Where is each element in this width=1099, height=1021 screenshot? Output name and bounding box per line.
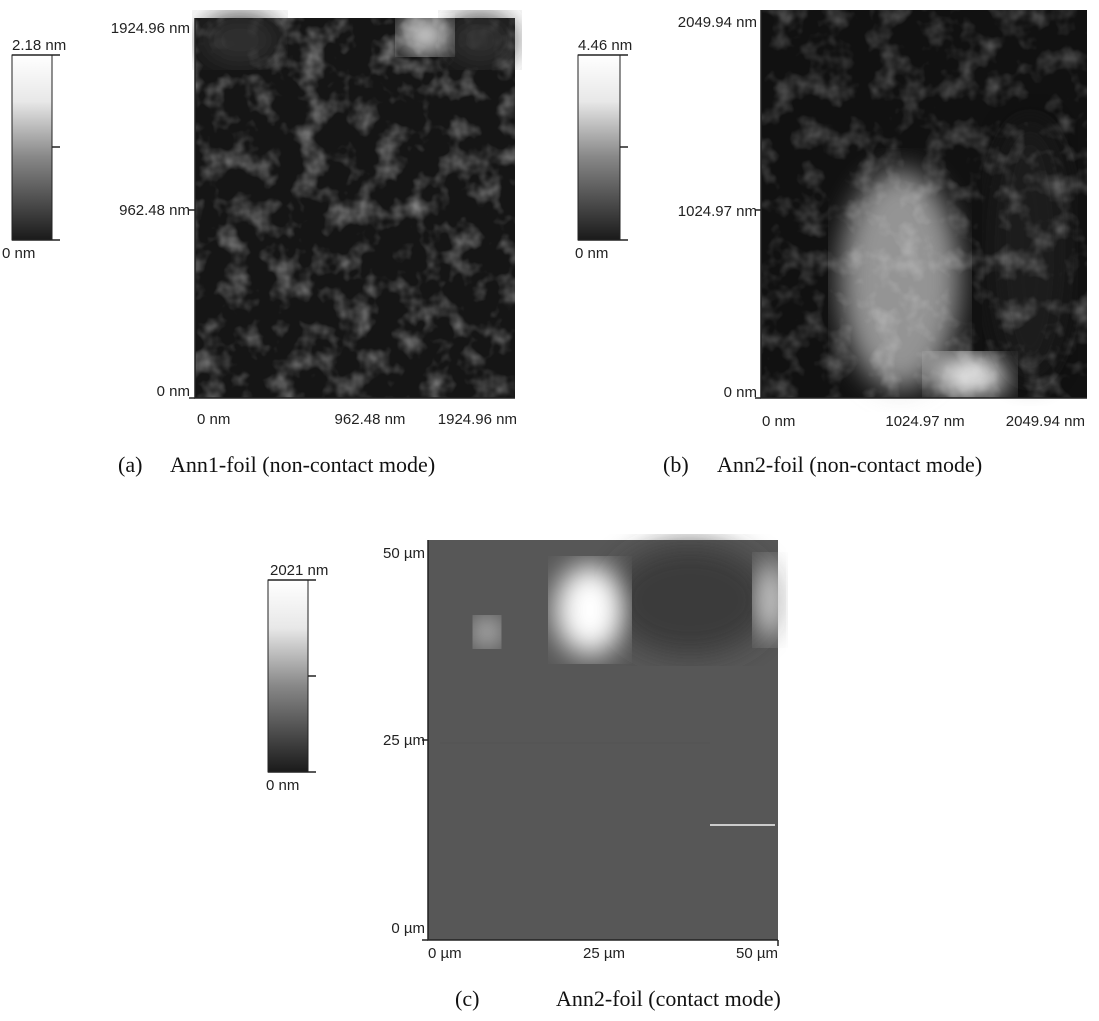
x-tick-label: 1924.96 nm — [438, 411, 517, 428]
caption-label: (c) — [455, 986, 479, 1011]
caption-text: Ann2-foil (contact mode) — [556, 986, 781, 1011]
figure: 2.18 nm 0 nm 1924.96 nm 962.48 nm 0 nm 0… — [0, 0, 1099, 1021]
caption-label: (a) — [118, 452, 142, 477]
y-tick-label: 50 µm — [383, 545, 425, 562]
panel-a: 2.18 nm 0 nm 1924.96 nm 962.48 nm 0 nm 0… — [2, 15, 517, 477]
colorbar-min: 0 nm — [2, 245, 35, 262]
y-tick-label: 25 µm — [383, 732, 425, 749]
y-tick-label: 1924.96 nm — [111, 20, 190, 37]
caption-label: (b) — [663, 452, 689, 477]
colorbar-min: 0 nm — [575, 245, 608, 262]
panel-b: 4.46 nm 0 nm 2049.94 nm 1024.97 nm 0 nm … — [575, 10, 1087, 477]
y-tick-label: 0 nm — [157, 383, 190, 400]
caption-text: Ann1-foil (non-contact mode) — [170, 452, 435, 477]
colorbar-min: 0 nm — [266, 777, 299, 794]
y-tick-label: 0 nm — [724, 384, 757, 401]
panel-c: 2021 nm 0 nm 50 µm 25 µm 0 µm 0 µm 25 µm… — [266, 540, 785, 1011]
caption-text: Ann2-foil (non-contact mode) — [717, 452, 982, 477]
colorbar-max: 2.18 nm — [12, 37, 66, 54]
x-tick-label: 50 µm — [736, 945, 778, 962]
colorbar — [578, 55, 620, 240]
y-tick-label: 2049.94 nm — [678, 14, 757, 31]
colorbar-max: 4.46 nm — [578, 37, 632, 54]
x-tick-label: 0 nm — [762, 413, 795, 430]
colorbar — [12, 55, 52, 240]
x-tick-label: 1024.97 nm — [885, 413, 964, 430]
x-tick-label: 962.48 nm — [335, 411, 406, 428]
x-tick-label: 25 µm — [583, 945, 625, 962]
x-tick-label: 2049.94 nm — [1006, 413, 1085, 430]
x-tick-label: 0 nm — [197, 411, 230, 428]
x-tick-label: 0 µm — [428, 945, 462, 962]
colorbar-max: 2021 nm — [270, 562, 328, 579]
y-tick-label: 1024.97 nm — [678, 203, 757, 220]
colorbar — [268, 580, 308, 772]
y-tick-label: 962.48 nm — [119, 202, 190, 219]
y-tick-label: 0 µm — [391, 920, 425, 937]
